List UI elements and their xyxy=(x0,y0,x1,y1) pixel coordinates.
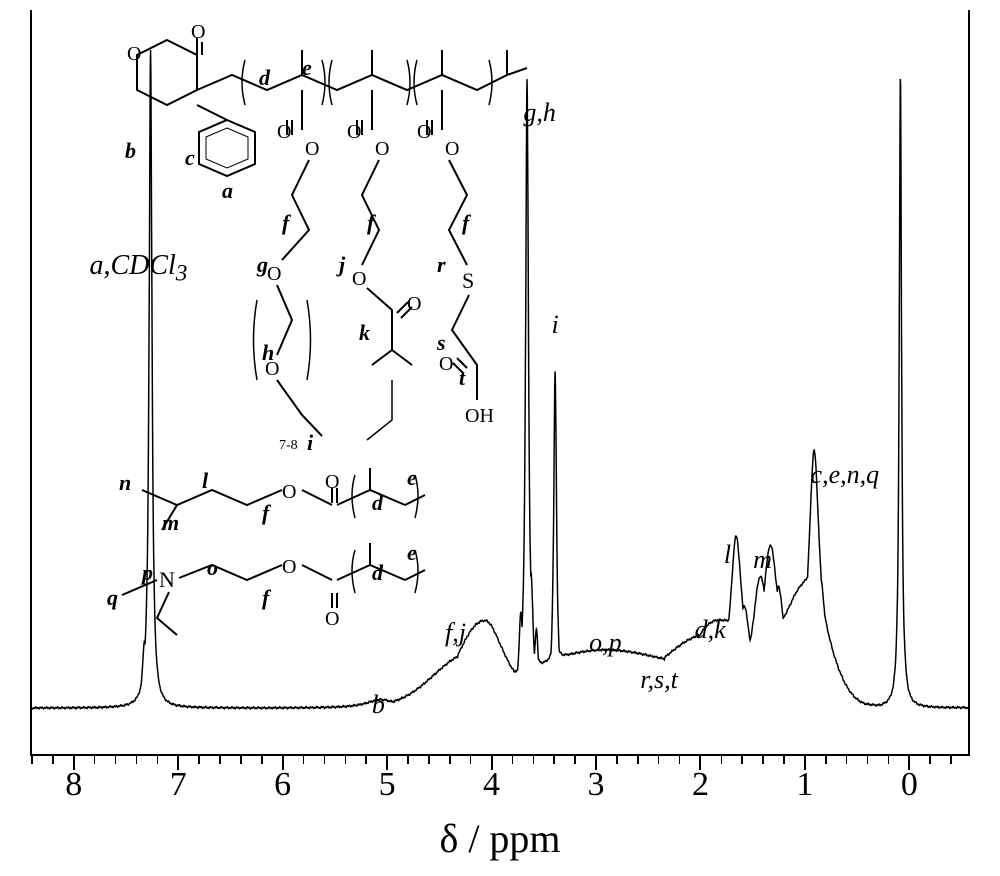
tick-minor xyxy=(31,756,33,764)
tick-minor xyxy=(721,756,723,764)
peak-label: m xyxy=(753,545,772,575)
tick-minor xyxy=(324,756,326,764)
tick-label: 3 xyxy=(588,766,605,804)
axis-unit: / ppm xyxy=(458,816,560,861)
peak-label: i xyxy=(552,310,559,340)
tick-minor xyxy=(157,756,159,764)
tick-minor xyxy=(637,756,639,764)
tick-minor xyxy=(198,756,200,764)
peak-label: d,k xyxy=(695,615,726,645)
tick-minor xyxy=(449,756,451,764)
peak-label: g,h xyxy=(523,98,556,128)
tick-minor xyxy=(261,756,263,764)
tick-minor xyxy=(533,756,535,764)
tick-minor xyxy=(574,756,576,764)
tick-minor xyxy=(136,756,138,764)
tick-minor xyxy=(741,756,743,764)
tick-minor xyxy=(94,756,96,764)
tick-minor xyxy=(470,756,472,764)
tick-minor xyxy=(846,756,848,764)
peak-label: r,s,t xyxy=(640,665,678,695)
peak-label: f,j xyxy=(445,618,466,648)
axis-delta: δ xyxy=(439,816,458,861)
tick-label: 5 xyxy=(379,766,396,804)
tick-minor xyxy=(428,756,430,764)
tick-minor xyxy=(762,756,764,764)
peak-label: c,e,n,q xyxy=(811,460,880,490)
tick-label: 7 xyxy=(170,766,187,804)
tick-label: 4 xyxy=(483,766,500,804)
tick-minor xyxy=(929,756,931,764)
peak-label: o,p xyxy=(589,628,622,658)
peak-label: l xyxy=(724,540,731,570)
tick-minor xyxy=(52,756,54,764)
tick-label: 2 xyxy=(692,766,709,804)
tick-minor xyxy=(240,756,242,764)
tick-minor xyxy=(115,756,117,764)
spectrum-svg xyxy=(32,10,968,754)
x-axis-label: δ / ppm xyxy=(439,815,560,862)
tick-minor xyxy=(616,756,618,764)
tick-minor xyxy=(407,756,409,764)
tick-label: 6 xyxy=(274,766,291,804)
tick-minor xyxy=(783,756,785,764)
tick-minor xyxy=(512,756,514,764)
peak-label: b xyxy=(372,690,385,720)
tick-minor xyxy=(365,756,367,764)
tick-label: 0 xyxy=(901,766,918,804)
tick-minor xyxy=(658,756,660,764)
tick-minor xyxy=(888,756,890,764)
tick-minor xyxy=(553,756,555,764)
tick-minor xyxy=(345,756,347,764)
tick-minor xyxy=(950,756,952,764)
tick-minor xyxy=(303,756,305,764)
tick-minor xyxy=(219,756,221,764)
tick-minor xyxy=(679,756,681,764)
tick-minor xyxy=(867,756,869,764)
tick-label: 8 xyxy=(65,766,82,804)
tick-label: 1 xyxy=(796,766,813,804)
nmr-plot: O O O O xyxy=(30,10,970,756)
tick-minor xyxy=(825,756,827,764)
solvent-text: a,CDCl3 xyxy=(89,250,187,281)
solvent-label: a,CDCl3 xyxy=(89,250,187,288)
